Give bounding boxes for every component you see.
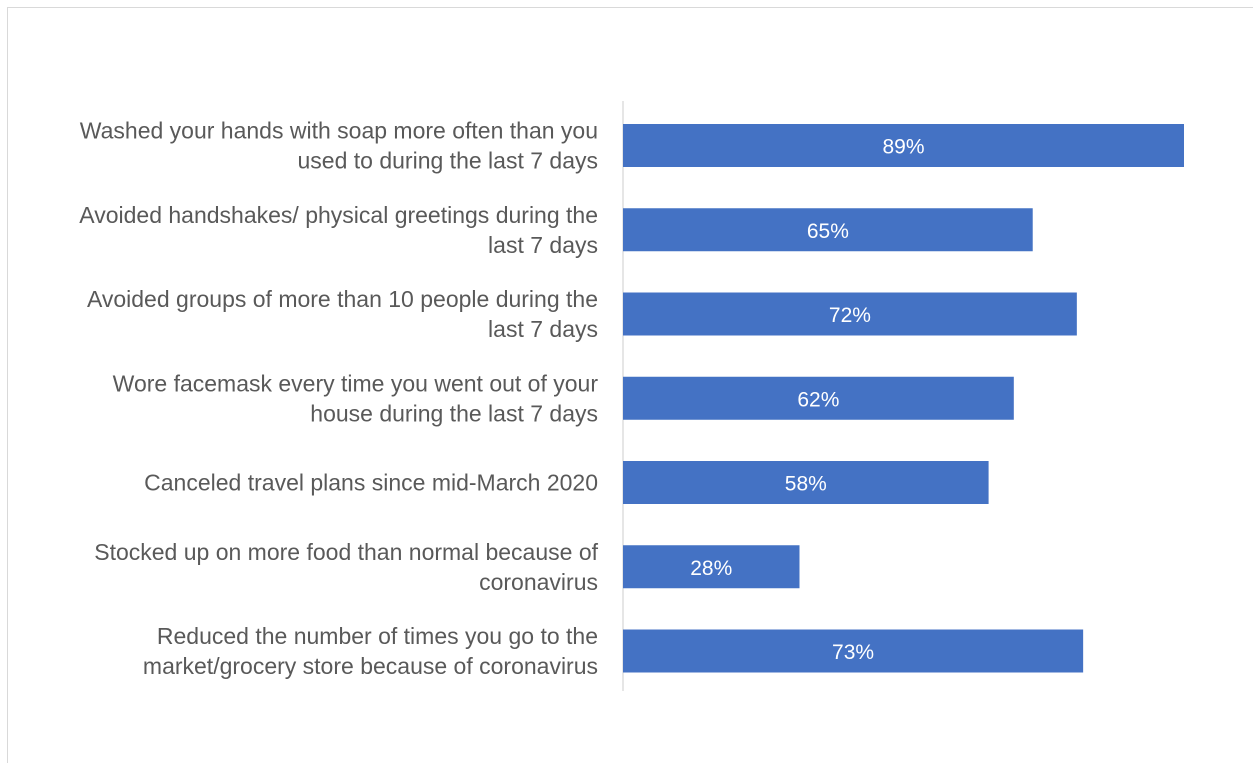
category-label: Canceled travel plans since mid-March 20… (144, 470, 598, 496)
category-label-line: coronavirus (479, 569, 598, 595)
category-label-line: Stocked up on more food than normal beca… (94, 539, 598, 565)
data-label: 62% (797, 388, 839, 411)
data-label: 28% (690, 557, 732, 580)
category-label: Stocked up on more food than normal beca… (94, 539, 598, 595)
bar (623, 208, 1033, 252)
category-label-line: Reduced the number of times you go to th… (157, 623, 598, 649)
data-label: 73% (832, 641, 874, 664)
category-label-line: last 7 days (488, 316, 598, 342)
bar (623, 124, 1184, 167)
bar (623, 461, 989, 504)
data-label: 65% (807, 220, 849, 243)
category-label: Avoided groups of more than 10 people du… (87, 286, 598, 342)
category-label-line: Avoided groups of more than 10 people du… (87, 286, 598, 312)
data-label: 58% (785, 473, 827, 496)
bar (623, 545, 800, 589)
category-label-line: last 7 days (488, 232, 598, 258)
chart-frame: 89% Washed your hands with soap more ofte… (7, 7, 1253, 763)
category-label-line: Wore facemask every time you went out of… (113, 370, 599, 396)
bar (623, 629, 1084, 673)
category-label-line: Canceled travel plans since mid-March 20… (144, 470, 598, 496)
category-label: Avoided handshakes/ physical greetings d… (79, 202, 598, 258)
data-label: 89% (882, 136, 924, 159)
category-label: Washed your hands with soap more often t… (80, 118, 598, 174)
category-label: Wore facemask every time you went out of… (113, 370, 599, 426)
bar (623, 376, 1014, 420)
bar-chart: 89% Washed your hands with soap more ofte… (79, 101, 1184, 691)
category-label-line: used to during the last 7 days (298, 148, 598, 174)
bar (623, 292, 1077, 336)
category-label-line: house during the last 7 days (310, 400, 598, 426)
category-label: Reduced the number of times you go to th… (143, 623, 598, 679)
category-label-line: market/grocery store because of coronavi… (143, 653, 598, 679)
category-label-line: Washed your hands with soap more often t… (80, 118, 598, 144)
category-label-line: Avoided handshakes/ physical greetings d… (79, 202, 598, 228)
data-label: 72% (829, 304, 871, 327)
